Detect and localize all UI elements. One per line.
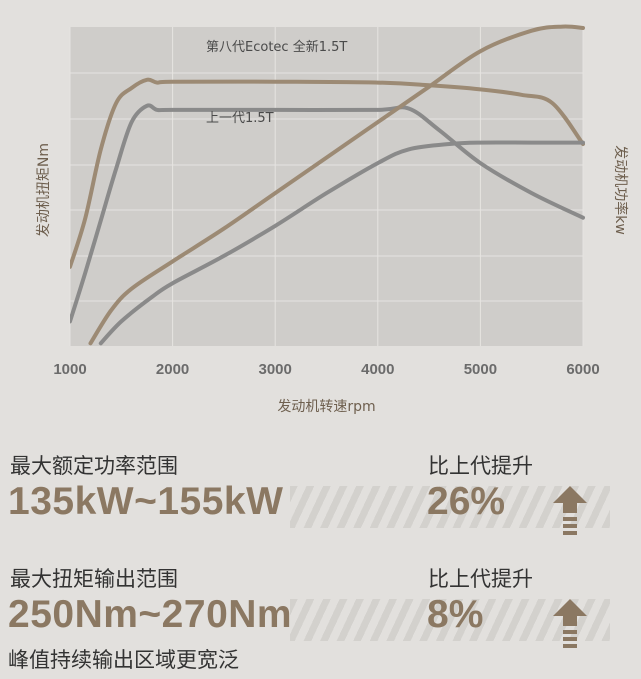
x-tick-label: 4000	[361, 361, 394, 378]
footer-note: 峰值持续输出区域更宽泛	[8, 648, 239, 672]
series-line-power-3	[98, 140, 585, 346]
series-lines	[70, 24, 585, 346]
grid-lines	[69, 27, 584, 346]
series-label-previous: 上一代1.5T	[206, 111, 274, 126]
y-axis-title-right: 发动机功率kw	[612, 145, 629, 235]
x-tick-labels: 1000 2000 3000 4000 5000 6000	[53, 361, 599, 378]
x-tick-label: 2000	[156, 361, 189, 378]
x-tick-label: 3000	[259, 361, 292, 378]
up-arrow-icon	[553, 599, 587, 648]
x-tick-label: 5000	[464, 361, 497, 378]
stripe-decoration	[290, 486, 610, 528]
power-range-value: 135kW~155kW	[8, 480, 284, 523]
x-tick-label: 1000	[53, 361, 86, 378]
series-line-torque-0	[70, 77, 585, 269]
torque-range-value: 250Nm~270Nm	[8, 593, 293, 636]
y-axis-title-left: 发动机扭矩Nm	[36, 143, 52, 237]
series-line-power-2	[88, 24, 585, 346]
power-compare-label: 比上代提升	[428, 454, 533, 478]
power-range-block: 最大额定功率范围 比上代提升 135kW~155kW 26%	[0, 450, 641, 562]
engine-performance-chart: 1000 2000 3000 4000 5000 6000 发动机转速rpm 发动机扭矩N…	[36, 24, 629, 415]
up-arrow-icon	[553, 486, 587, 535]
torque-compare-label: 比上代提升	[428, 567, 533, 591]
series-line-torque-1	[70, 103, 585, 324]
plot-area	[70, 27, 583, 346]
power-increase-percent: 26%	[427, 480, 506, 523]
x-axis-title: 发动机转速rpm	[277, 399, 375, 415]
torque-increase-percent: 8%	[427, 593, 484, 636]
series-label-new: 第八代Ecotec 全新1.5T	[206, 39, 347, 55]
torque-range-block: 最大扭矩输出范围 比上代提升 250Nm~270Nm 8%	[0, 563, 641, 675]
x-tick-label: 6000	[566, 361, 599, 378]
stripe-decoration	[290, 599, 610, 641]
torque-range-label: 最大扭矩输出范围	[10, 567, 178, 591]
power-range-label: 最大额定功率范围	[10, 454, 178, 478]
